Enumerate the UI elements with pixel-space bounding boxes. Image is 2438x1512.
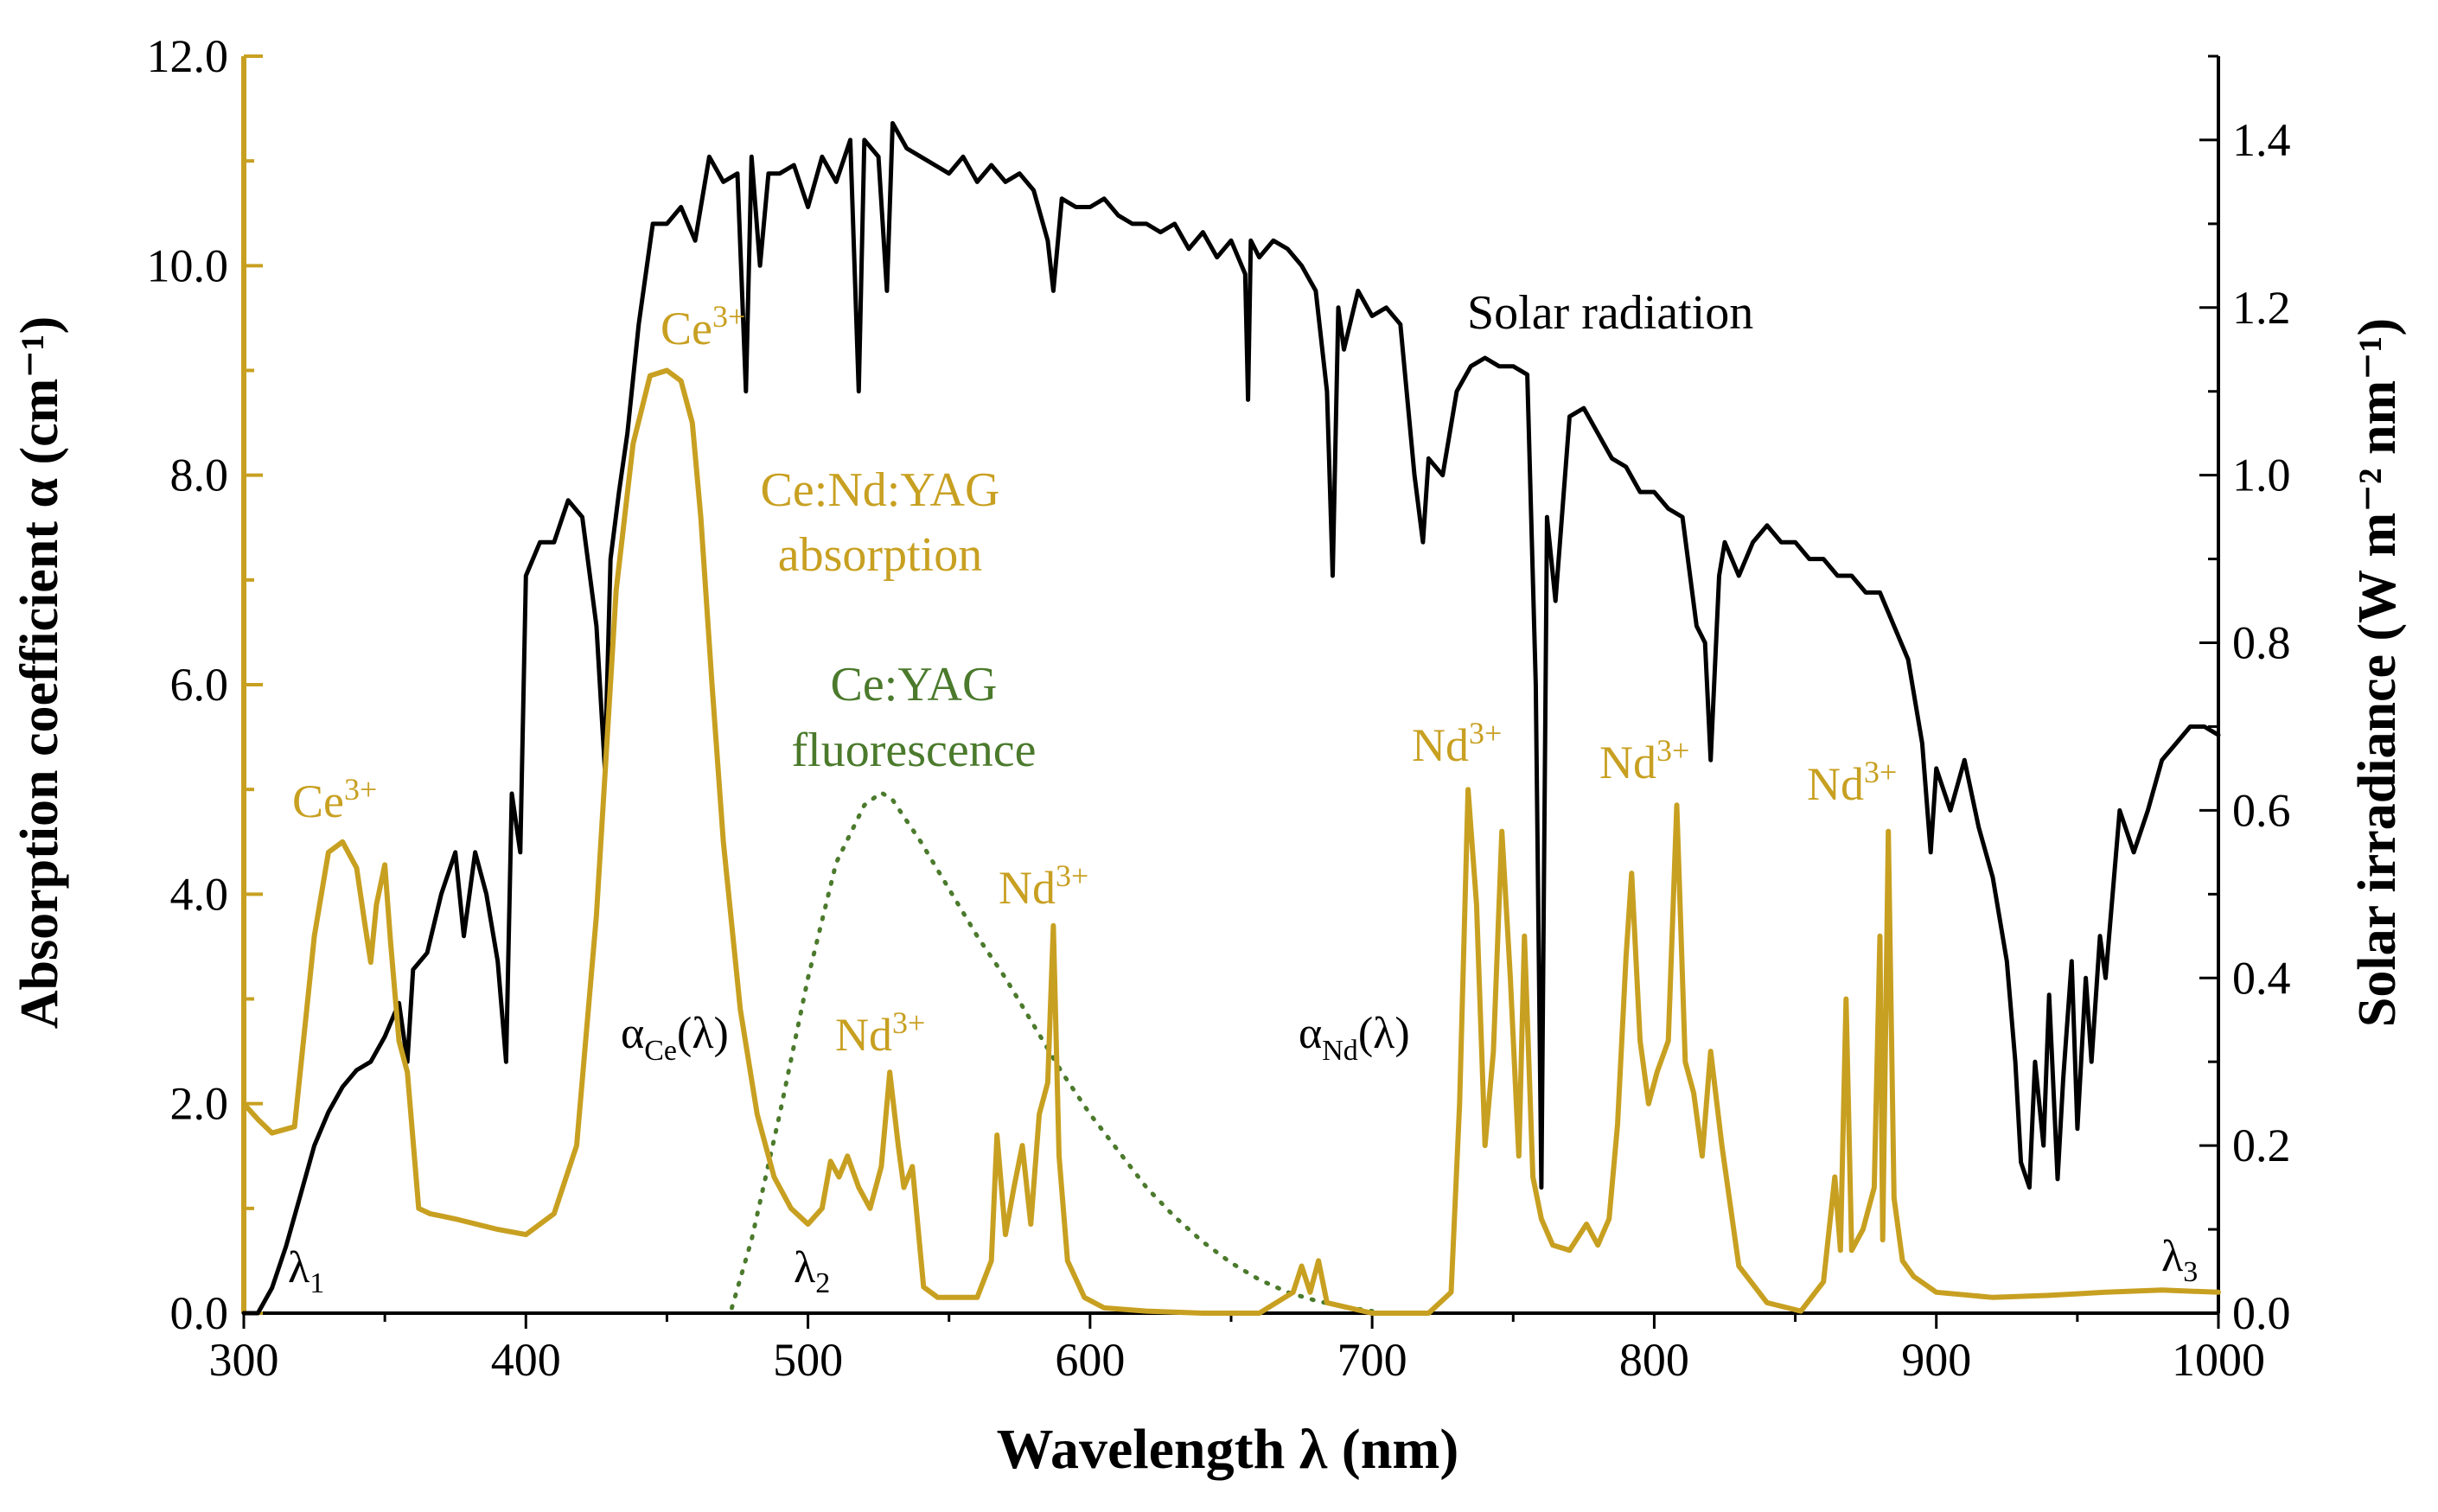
nd-label-3-base: Nd — [1412, 719, 1469, 771]
nd-label-4-sup: 3+ — [1656, 733, 1689, 768]
nd-label-5-sup: 3+ — [1864, 755, 1897, 789]
y-left-axis-title: Absorption coefficient α (cm⁻¹) — [10, 316, 69, 1030]
y-left-tick-label: 8.0 — [170, 450, 229, 501]
lambda-3-base: λ — [2161, 1232, 2183, 1281]
nd-label-5: Nd3+ — [1807, 755, 1897, 810]
nd-label-4: Nd3+ — [1599, 733, 1689, 788]
axes-layer: 300 400 500 600 700 800 900 10000.02.04.06.08.0… — [147, 30, 2291, 1386]
lambda-3-sub: 3 — [2183, 1256, 2198, 1288]
absorption-series-line — [241, 367, 2221, 1316]
ce-label-uv-base: Ce — [292, 775, 344, 827]
alpha-nd-label: αNd(λ) — [1299, 1009, 1410, 1067]
alpha-ce-sub: Ce — [644, 1035, 677, 1067]
y-left-tick-label: 4.0 — [170, 868, 229, 920]
y-left-tick-label: 12.0 — [147, 30, 229, 82]
lambda-1-base: λ — [288, 1243, 310, 1292]
nd-label-1: Nd3+ — [835, 1005, 925, 1061]
ce-label-uv-sup: 3+ — [344, 772, 377, 807]
x-tick-label: 400 — [491, 1334, 561, 1386]
alpha-nd-tail: (λ) — [1358, 1009, 1410, 1058]
y-left-tick-label: 6.0 — [170, 659, 229, 711]
x-tick-label: 900 — [1901, 1334, 1971, 1386]
lambda-2-label: λ2 — [794, 1243, 830, 1299]
ce-label-blue: Ce3+ — [661, 299, 745, 354]
y-right-tick-label: 0.8 — [2232, 617, 2291, 669]
y-right-tick-label: 0.6 — [2232, 784, 2291, 836]
x-tick-label: 600 — [1055, 1334, 1125, 1386]
absorption-label-line2: absorption — [778, 528, 982, 582]
ce-label-uv: Ce3+ — [292, 772, 377, 827]
solar-series-line — [241, 121, 2221, 1316]
y-right-tick-label: 0.0 — [2232, 1287, 2291, 1339]
nd-label-1-base: Nd — [835, 1009, 892, 1061]
y-left-tick-label: 0.0 — [170, 1287, 229, 1339]
nd-label-4-base: Nd — [1599, 737, 1656, 788]
absorption-label-line1: Ce:Nd:YAG — [761, 463, 1000, 517]
x-axis-title: Wavelength λ (nm) — [997, 1418, 1459, 1481]
lambda-1-label: λ1 — [288, 1243, 324, 1299]
lambda-2-base: λ — [794, 1243, 815, 1292]
solar-label: Solar radiation — [1467, 286, 1753, 340]
nd-label-3: Nd3+ — [1412, 716, 1502, 771]
y-right-tick-label: 1.2 — [2232, 282, 2291, 334]
alpha-ce-tail: (λ) — [677, 1009, 729, 1058]
y-right-tick-label: 1.0 — [2232, 450, 2291, 501]
lambda-3-label: λ3 — [2161, 1232, 2198, 1288]
x-tick-label: 800 — [1619, 1334, 1689, 1386]
y-left-tick-label: 10.0 — [147, 239, 229, 291]
fluorescence-label-line1: Ce:YAG — [831, 658, 998, 711]
fluorescence-label-line2: fluorescence — [792, 724, 1037, 777]
y-right-tick-label: 0.4 — [2232, 952, 2291, 1004]
x-tick-label: 700 — [1337, 1334, 1407, 1386]
nd-label-2: Nd3+ — [999, 858, 1088, 914]
nd-label-2-sup: 3+ — [1056, 858, 1088, 893]
fluorescence-series-line — [730, 790, 1375, 1314]
alpha-ce-label: αCe(λ) — [621, 1009, 729, 1067]
alpha-ce-base: α — [621, 1009, 644, 1058]
y-right-tick-label: 1.4 — [2232, 114, 2291, 166]
ce-label-blue-base: Ce — [661, 303, 712, 354]
y-left-tick-label: 2.0 — [170, 1078, 229, 1130]
lambda-1-sub: 1 — [310, 1267, 324, 1299]
nd-label-2-base: Nd — [999, 862, 1056, 914]
y-right-axis-title: Solar irradiance (W m⁻² nm⁻¹) — [2348, 318, 2407, 1027]
lambda-2-sub: 2 — [815, 1267, 830, 1299]
nd-label-3-sup: 3+ — [1469, 716, 1502, 750]
nd-label-1-sup: 3+ — [892, 1005, 925, 1040]
ce-label-blue-sup: 3+ — [712, 299, 745, 334]
nd-label-5-base: Nd — [1807, 758, 1864, 810]
alpha-nd-base: α — [1299, 1009, 1322, 1058]
x-tick-label: 1000 — [2172, 1334, 2265, 1386]
y-right-tick-label: 0.2 — [2232, 1120, 2291, 1171]
alpha-nd-sub: Nd — [1322, 1035, 1358, 1067]
series-layer — [241, 121, 2221, 1316]
x-tick-label: 300 — [209, 1334, 279, 1386]
x-tick-label: 500 — [773, 1334, 843, 1386]
